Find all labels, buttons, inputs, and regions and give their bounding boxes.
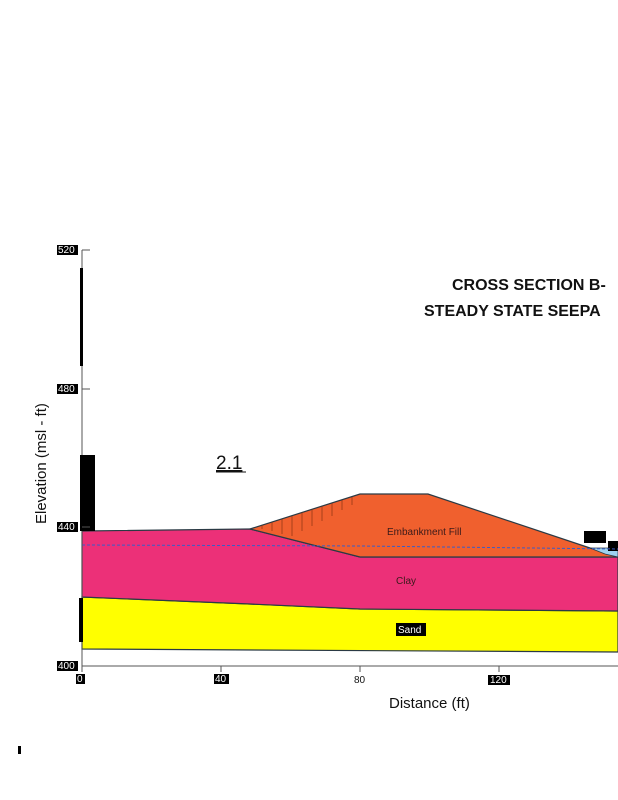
y-tick-520: 520 (57, 245, 90, 256)
phreatic-line (81, 544, 618, 550)
downstream-marker-small (608, 541, 618, 551)
x-tick-40: 40 (214, 666, 229, 685)
x-tick-0: 0 (76, 666, 85, 685)
y-tick-400: 400 (57, 661, 90, 672)
y-tick-480: 480 (57, 384, 90, 395)
axis-artifact-mid (80, 455, 95, 531)
svg-text:520: 520 (58, 245, 75, 256)
section-label: 2.1 (216, 453, 242, 474)
svg-text:0: 0 (77, 674, 83, 685)
title-line-2: STEADY STATE SEEPA (424, 303, 601, 320)
sand-label-box (396, 623, 426, 636)
svg-text:80: 80 (354, 675, 366, 686)
downstream-marker (584, 531, 606, 543)
svg-text:400: 400 (58, 661, 75, 672)
x-tick-120: 120 (488, 666, 510, 686)
axis-artifact-low (79, 598, 83, 642)
sand-label: Sand (398, 625, 421, 636)
svg-text:120: 120 (490, 675, 507, 686)
embankment-fill-label: Embankment Fill (387, 527, 461, 538)
y-tick-440: 440 (57, 522, 90, 533)
title-line-1: CROSS SECTION B- (452, 277, 606, 294)
y-axis-title: Elevation (msl - ft) (33, 403, 50, 524)
embankment-hatch (261, 497, 353, 536)
svg-text:40: 40 (215, 674, 227, 685)
svg-text:480: 480 (58, 384, 75, 395)
page-artifact (18, 746, 21, 754)
x-tick-80: 80 (354, 666, 366, 686)
x-axis-title: Distance (ft) (389, 695, 470, 712)
axis-artifact-top (80, 268, 83, 366)
svg-text:440: 440 (58, 522, 75, 533)
clay-label: Clay (396, 576, 416, 587)
